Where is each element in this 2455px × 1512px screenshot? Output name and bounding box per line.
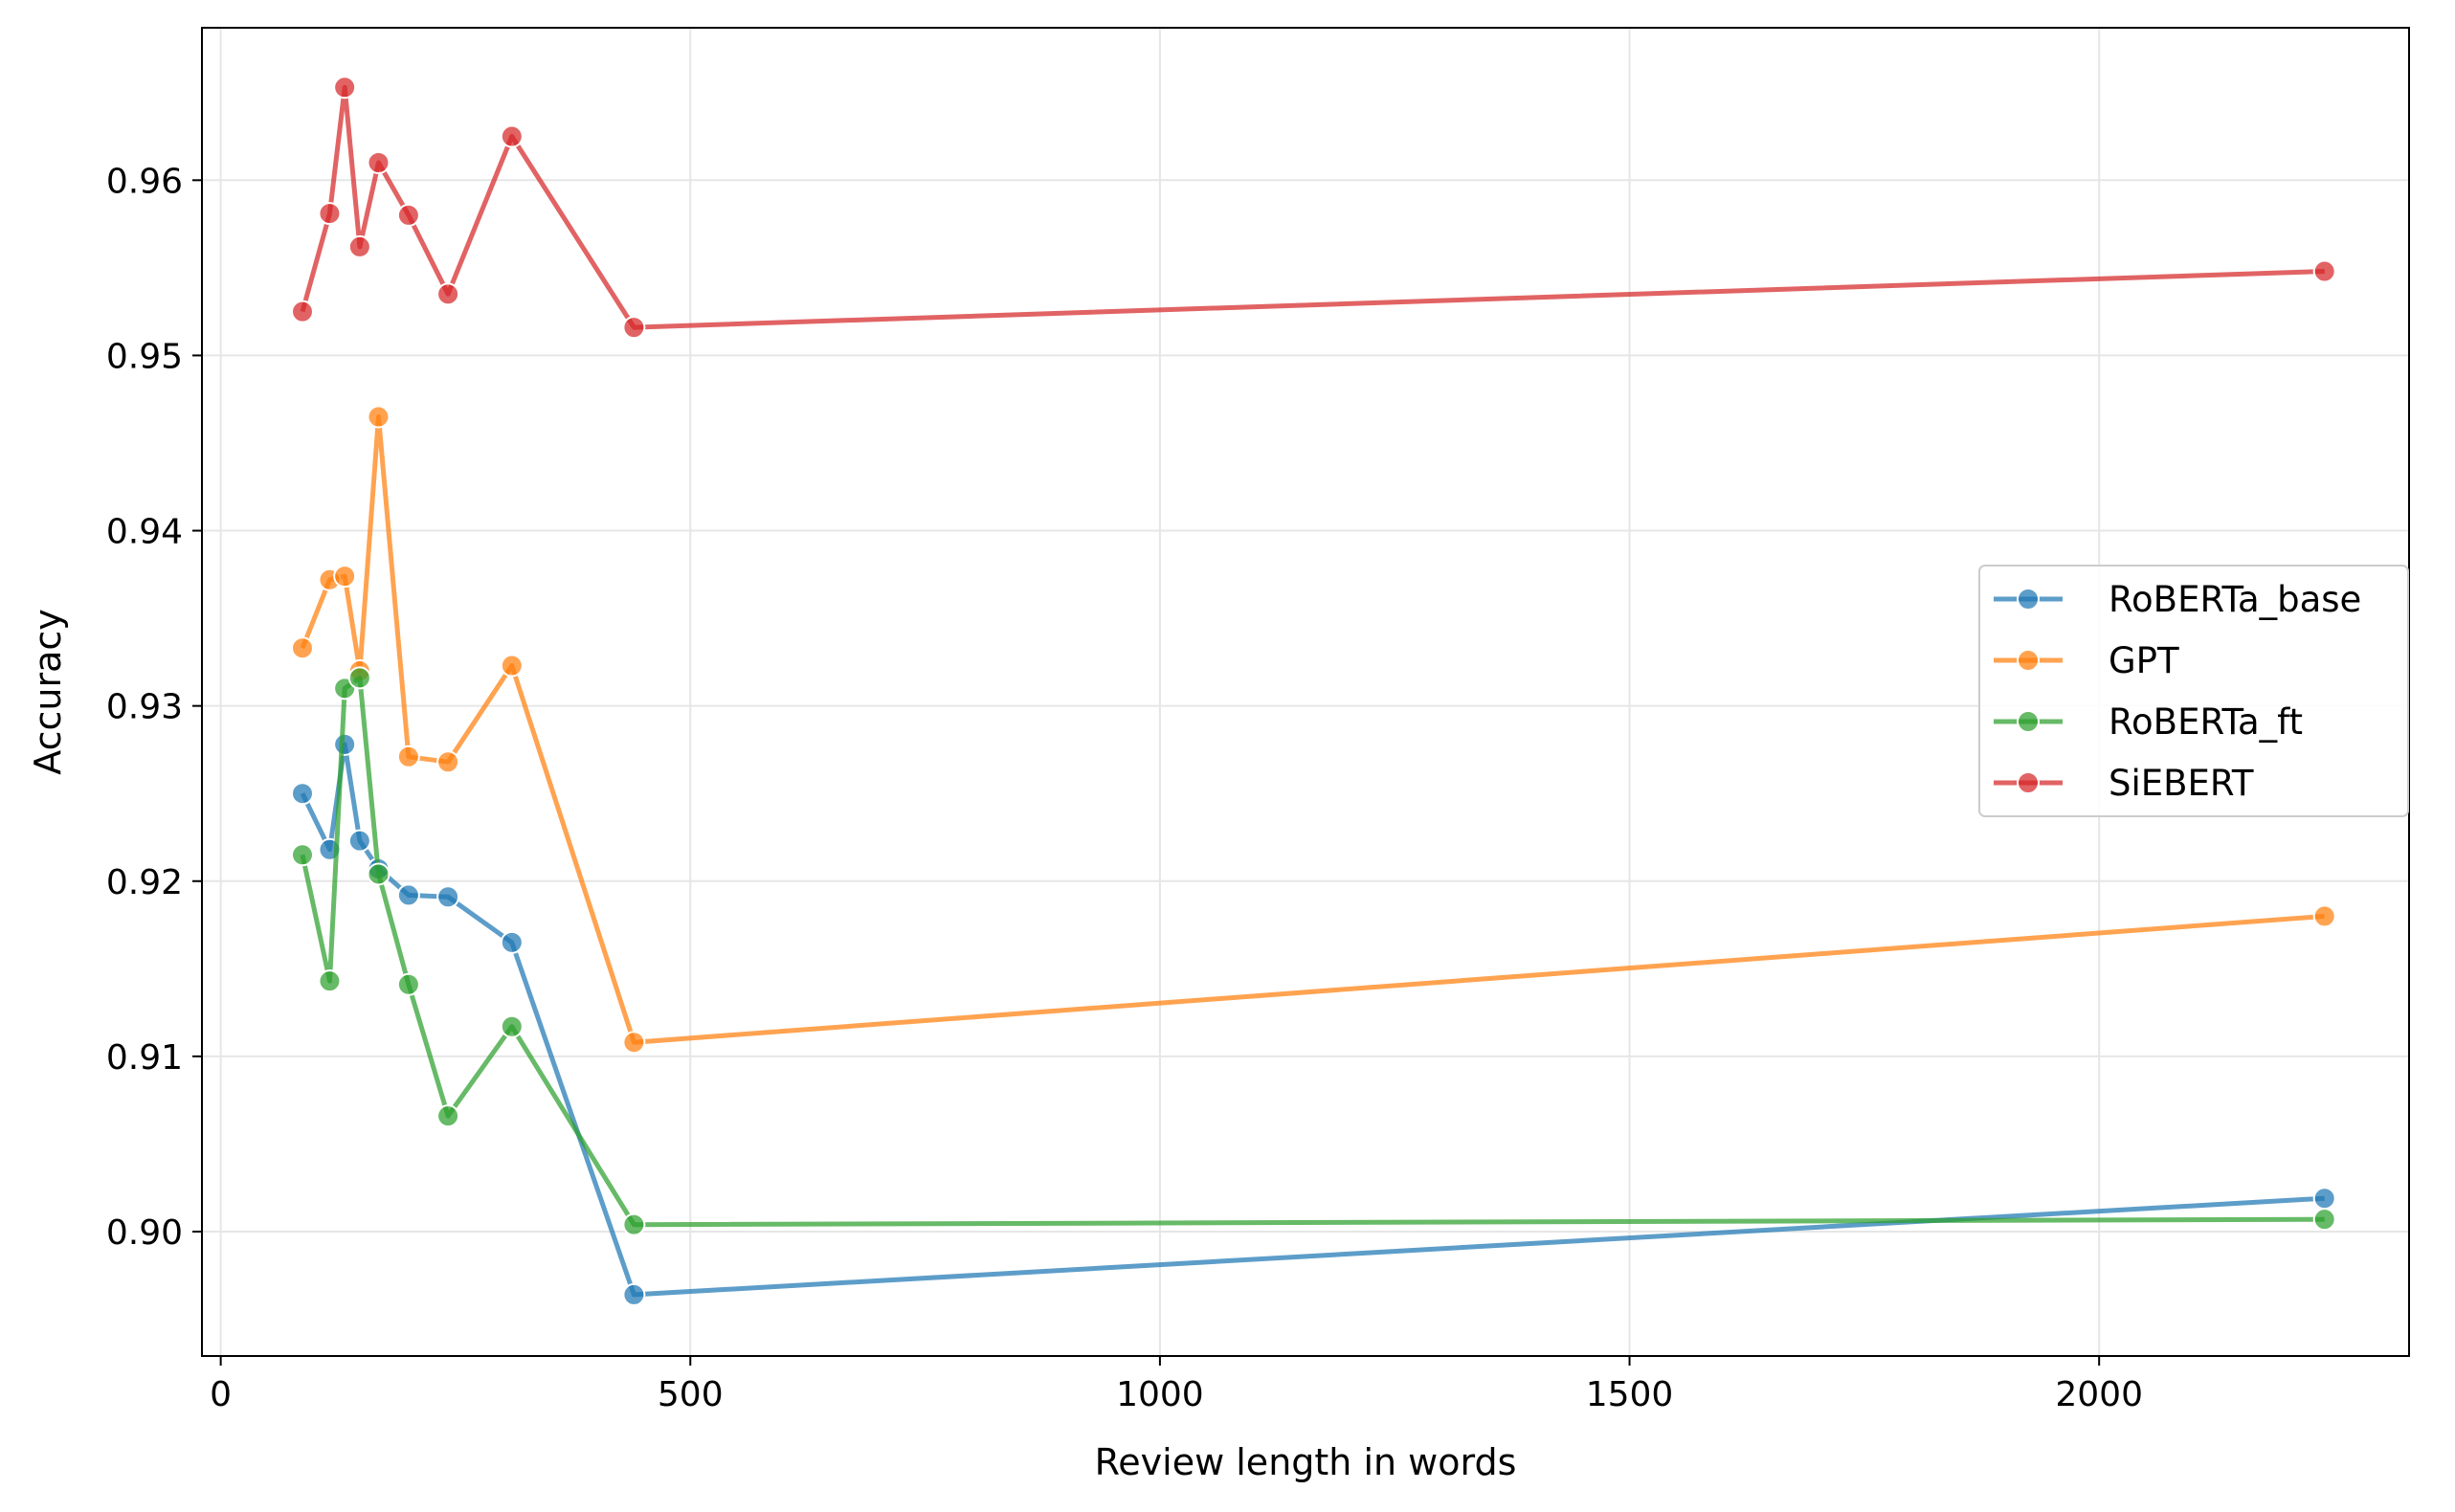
data-point — [436, 282, 460, 306]
data-point — [622, 1282, 646, 1306]
data-point — [436, 750, 460, 774]
legend-label: RoBERTa_base — [2109, 579, 2361, 620]
data-point — [2312, 259, 2336, 283]
y-tick-label: 0.90 — [106, 1213, 183, 1253]
y-tick-label: 0.95 — [106, 337, 183, 376]
x-tick-label: 2000 — [2055, 1375, 2143, 1414]
data-point — [290, 636, 314, 660]
data-point — [367, 405, 391, 429]
data-point — [333, 76, 357, 100]
legend-marker — [2017, 649, 2040, 672]
data-point — [500, 1014, 524, 1038]
data-point — [622, 1212, 646, 1236]
series-RoBERTa_ft — [290, 666, 2336, 1236]
data-point — [500, 930, 524, 954]
legend-item: RoBERTa_base — [1994, 579, 2361, 620]
legend-label: GPT — [2109, 640, 2179, 681]
x-axis-label: Review length in words — [1095, 1441, 1517, 1483]
series-GPT — [290, 405, 2336, 1055]
data-point — [347, 666, 371, 690]
data-point — [367, 150, 391, 174]
data-point — [290, 300, 314, 323]
data-point — [396, 883, 420, 907]
data-point — [347, 829, 371, 853]
data-point — [333, 565, 357, 589]
data-point — [622, 1031, 646, 1055]
legend: RoBERTa_base GPT RoBERTa_ft SiEBERT — [1978, 565, 2409, 817]
y-tick-label: 0.92 — [106, 863, 183, 902]
legend-marker — [2017, 771, 2040, 794]
data-point — [500, 124, 524, 148]
series-line — [300, 742, 2325, 1298]
series-line — [300, 675, 2325, 1228]
legend-marker — [2017, 710, 2040, 733]
data-point — [290, 843, 314, 867]
legend-label: RoBERTa_ft — [2109, 701, 2303, 743]
series-layer — [290, 76, 2336, 1306]
tick-layer: 0 500 1000 1500 2000 0.90 0.91 0.92 0.93 0.94 0.95… — [106, 162, 2143, 1414]
data-point — [2312, 1208, 2336, 1232]
y-axis-label: Accuracy — [27, 609, 69, 775]
data-point — [2312, 1187, 2336, 1211]
data-point — [318, 969, 342, 993]
data-point — [622, 316, 646, 340]
legend-item: RoBERTa_ft — [1994, 701, 2303, 743]
data-point — [396, 745, 420, 768]
data-point — [436, 885, 460, 909]
x-tick-label: 1500 — [1586, 1375, 1674, 1414]
data-point — [396, 972, 420, 996]
y-tick-label: 0.93 — [106, 688, 183, 727]
data-point — [2312, 904, 2336, 928]
data-point — [396, 203, 420, 227]
legend-item: GPT — [1994, 640, 2179, 681]
data-point — [318, 202, 342, 226]
y-tick-label: 0.94 — [106, 513, 183, 552]
data-point — [500, 654, 524, 678]
legend-box — [1978, 565, 2409, 817]
data-point — [367, 862, 391, 886]
x-tick-label: 1000 — [1116, 1375, 1204, 1414]
data-point — [290, 782, 314, 806]
x-tick-label: 0 — [210, 1375, 232, 1414]
legend-label: SiEBERT — [2109, 763, 2254, 804]
data-point — [436, 1104, 460, 1128]
data-point — [333, 732, 357, 756]
series-SiEBERT — [290, 76, 2336, 340]
legend-item: SiEBERT — [1994, 763, 2254, 804]
series-line — [300, 84, 2325, 330]
legend-marker — [2017, 588, 2040, 611]
x-tick-label: 500 — [658, 1375, 724, 1414]
data-point — [347, 234, 371, 258]
y-tick-label: 0.96 — [106, 162, 183, 201]
y-tick-label: 0.91 — [106, 1038, 183, 1078]
